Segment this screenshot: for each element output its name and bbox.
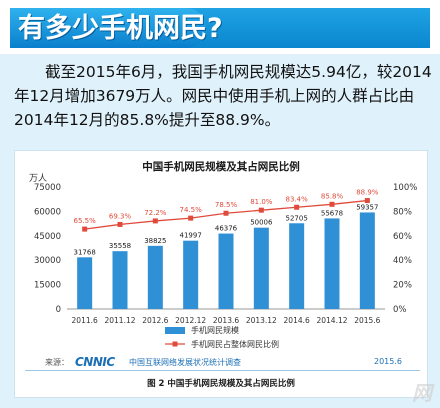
bar-value-label: 59357 — [356, 203, 378, 211]
ratio-point — [294, 204, 300, 210]
x-tick-label: 2013.12 — [246, 316, 277, 325]
bar-2013.6 — [218, 233, 234, 309]
ratio-value-label: 83.4% — [286, 195, 309, 203]
intro-text-block: 截至2015年6月，我国手机网民规模达5.94亿，较2014年12月增加3679… — [14, 60, 434, 132]
cnnic-logo: CNNIC — [75, 355, 115, 369]
left-tick-label: 15000 — [34, 281, 61, 291]
ratio-value-label: 65.5% — [74, 217, 97, 225]
chart-title: 中国手机网民规模及其占网民比例 — [142, 161, 300, 173]
ratio-value-label: 81.0% — [250, 198, 273, 206]
figure-caption: 图 2 中国手机网民规模及其占网民比例 — [147, 379, 295, 389]
bar-2012.12 — [183, 240, 199, 309]
legend-line-marker — [172, 341, 178, 347]
source-date: 2015.6 — [374, 357, 402, 366]
header: 有多少手机网民? — [0, 0, 440, 54]
x-tick-label: 2014.12 — [316, 316, 347, 325]
left-tick-label: 30000 — [34, 256, 61, 266]
bar-value-label: 55678 — [321, 209, 343, 217]
bar-value-label: 52705 — [286, 214, 308, 222]
bar-2011.12 — [112, 251, 128, 309]
ratio-point — [329, 201, 335, 207]
source-org: 中国互联网络发展状况统计调查 — [129, 358, 241, 367]
x-tick-label: 2011.6 — [72, 316, 98, 325]
bar-value-label: 35558 — [109, 242, 131, 250]
legend-line-label: 手机网民占整体网民比例 — [191, 339, 279, 349]
x-tick-label: 2014.6 — [284, 316, 310, 325]
x-tick-label: 2012.6 — [142, 316, 168, 325]
right-tick-label: 0% — [393, 305, 407, 315]
bar-value-label: 38825 — [144, 237, 166, 245]
right-tick-label: 60% — [393, 232, 412, 242]
source-label: 来源： — [45, 358, 69, 367]
left-tick-label: 0 — [56, 305, 61, 315]
ratio-point — [188, 215, 194, 221]
x-tick-label: 2011.12 — [104, 316, 135, 325]
chart-card: 中国手机网民规模及其占网民比例 万人 0 15000 30000 45000 60000… — [14, 150, 428, 398]
bar-2012.6 — [147, 245, 163, 309]
ratio-value-label: 74.5% — [180, 206, 203, 214]
x-tick-label: 2015.6 — [354, 316, 380, 325]
ratio-value-label: 72.2% — [144, 209, 167, 217]
ratio-value-label: 78.5% — [215, 201, 238, 209]
bar-2011.6 — [77, 257, 93, 309]
bar-2014.6 — [289, 223, 305, 309]
x-tick-label: 2013.6 — [213, 316, 239, 325]
bar-value-label: 41997 — [180, 232, 202, 240]
ratio-value-label: 88.9% — [356, 189, 379, 197]
ratio-point — [364, 198, 370, 204]
bar-value-label: 50006 — [250, 219, 273, 227]
left-tick-label: 60000 — [34, 207, 61, 217]
ratio-point — [117, 221, 123, 227]
left-tick-label: 75000 — [34, 183, 61, 193]
ratio-value-label: 85.8% — [321, 192, 344, 200]
header-tab — [10, 8, 206, 48]
left-axis-unit: 万人 — [29, 174, 48, 184]
watermark-logo: 网 — [412, 381, 432, 405]
bar-value-label: 46376 — [215, 225, 238, 233]
bar-2014.12 — [324, 218, 340, 309]
ratio-point — [152, 218, 158, 224]
source-divider — [25, 370, 420, 371]
chart-svg: 0 15000 30000 45000 60000 75000 0% 20% 40% 60% 80%… — [34, 183, 417, 349]
right-tick-label: 40% — [393, 256, 412, 266]
ratio-value-label: 69.3% — [109, 212, 132, 220]
bar-2015.6 — [359, 212, 375, 309]
right-tick-label: 100% — [393, 183, 417, 193]
source-row: 来源： CNNIC 中国互联网络发展状况统计调查 2015.6 — [25, 355, 420, 371]
bar-value-label: 31768 — [74, 248, 96, 256]
ratio-point — [223, 210, 229, 216]
page-title: 有多少手机网民? — [18, 13, 223, 44]
x-tick-label: 2012.12 — [175, 316, 206, 325]
right-tick-label: 20% — [393, 281, 412, 291]
ratio-point — [82, 226, 88, 232]
right-tick-label: 80% — [393, 207, 412, 217]
left-tick-label: 45000 — [34, 232, 61, 242]
bar-2013.12 — [253, 227, 269, 309]
ratio-point — [258, 207, 264, 213]
legend-bar-swatch — [165, 327, 185, 334]
legend-bar-label: 手机网民规模 — [191, 325, 239, 335]
intro-paragraph: 截至2015年6月，我国手机网民规模达5.94亿，较2014年12月增加3679… — [14, 63, 432, 129]
